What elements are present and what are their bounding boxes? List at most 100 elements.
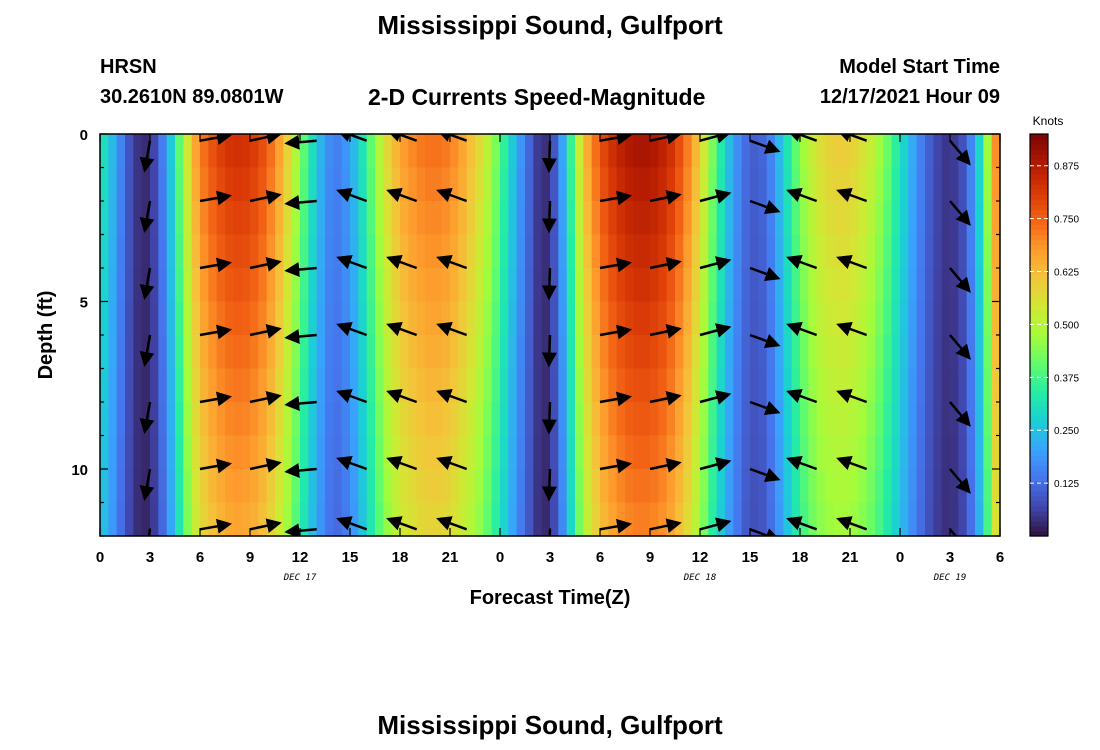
heatmap-cell: [266, 402, 276, 437]
heatmap-cell: [400, 335, 409, 370]
colorbar-segment: [1030, 505, 1048, 512]
current-vector-arrow: [284, 262, 317, 277]
heatmap-cell: [850, 368, 859, 403]
heatmap-cell: [200, 301, 209, 336]
heatmap-cell: [875, 335, 884, 370]
heatmap-cell: [975, 435, 984, 470]
colorbar-tick-label: 0.750: [1054, 215, 1079, 226]
heatmap-cell: [700, 134, 709, 169]
heatmap-cell: [758, 335, 768, 370]
heatmap-cell: [116, 368, 126, 403]
heatmap-cell: [100, 502, 109, 536]
heatmap-cell: [566, 435, 576, 470]
colorbar-segment: [1030, 299, 1048, 306]
heatmap-cell: [316, 335, 326, 370]
heatmap-cell: [966, 234, 976, 269]
heatmap-cell: [566, 368, 576, 403]
heatmap-cell: [950, 234, 959, 269]
heatmap-cell: [183, 201, 193, 236]
heatmap-cell: [208, 402, 218, 437]
heatmap-cell: [891, 134, 901, 169]
heatmap-cell: [275, 469, 284, 504]
heatmap-cell: [941, 234, 951, 269]
heatmap-cell: [716, 402, 726, 437]
heatmap-cell: [700, 234, 709, 269]
heatmap-cell: [250, 201, 259, 236]
current-vector-arrow: [949, 200, 971, 226]
heatmap-cell: [725, 502, 734, 536]
heatmap-cell: [741, 301, 751, 336]
heatmap-cell: [691, 502, 701, 536]
heatmap-cell: [283, 301, 293, 336]
heatmap-cell: [750, 234, 759, 269]
x-tick-label: 6: [596, 549, 604, 566]
heatmap-cell: [833, 469, 843, 504]
heatmap-cell: [358, 402, 368, 437]
heatmap-cell: [908, 201, 918, 236]
heatmap-cell: [275, 435, 284, 470]
heatmap-cell: [466, 134, 476, 169]
current-vector-arrow: [699, 256, 732, 271]
heatmap-cell: [516, 134, 526, 169]
heatmap-cell: [333, 469, 343, 504]
heatmap-cell: [283, 167, 293, 202]
heatmap-cell: [383, 167, 393, 202]
heatmap-cell: [541, 167, 551, 202]
heatmap-cell: [691, 301, 701, 336]
heatmap-cell: [200, 502, 209, 536]
heatmap-cell: [166, 167, 176, 202]
current-vector-arrow: [836, 254, 868, 270]
heatmap-cell: [758, 201, 768, 236]
heatmap-cell: [716, 201, 726, 236]
heatmap-cell: [975, 201, 984, 236]
colorbar-segment: [1030, 385, 1048, 391]
current-vector-arrow: [386, 516, 418, 531]
heatmap-cell: [841, 234, 851, 269]
heatmap-cell: [133, 234, 143, 269]
heatmap-cell: [766, 402, 776, 437]
x-tick-label: 0: [496, 549, 504, 566]
heatmap-cell: [633, 335, 643, 370]
heatmap-cell: [266, 469, 276, 504]
heatmap-cell: [616, 134, 626, 169]
current-vector-arrow: [599, 257, 633, 273]
heatmap-cell: [966, 368, 976, 403]
heatmap-cell: [508, 268, 518, 303]
heatmap-cell: [275, 201, 284, 236]
heatmap-cell: [308, 402, 318, 437]
heatmap-cell: [700, 469, 709, 504]
heatmap-cell: [883, 201, 893, 236]
heatmap-cell: [783, 335, 793, 370]
heatmap-cell: [741, 368, 751, 403]
heatmap-cell: [516, 402, 526, 437]
heatmap-cell: [808, 234, 818, 269]
heatmap-cell: [241, 402, 251, 437]
heatmap-cell: [100, 469, 109, 504]
heatmap-cell: [225, 368, 234, 403]
heatmap-cell: [691, 201, 701, 236]
heatmap-cell: [983, 402, 993, 437]
heatmap-cell: [483, 268, 493, 303]
heatmap-cell: [808, 402, 818, 437]
heatmap-cell: [308, 435, 318, 470]
heatmap-cell: [950, 268, 959, 303]
heatmap-cell: [283, 335, 293, 370]
heatmap-cell: [133, 167, 143, 202]
heatmap-cell: [700, 268, 709, 303]
heatmap-cell: [558, 134, 568, 169]
heatmap-cell: [566, 402, 576, 437]
colorbar-segment: [1030, 520, 1048, 527]
heatmap-cell: [175, 201, 184, 236]
heatmap-cell: [500, 335, 509, 370]
heatmap-cell: [291, 335, 301, 370]
colorbar-segment: [1030, 309, 1048, 316]
heatmap-cell: [883, 502, 893, 536]
heatmap-cell: [450, 502, 459, 536]
heatmap-cell: [225, 402, 234, 437]
heatmap-cell: [258, 502, 268, 536]
heatmap-cell: [425, 502, 434, 536]
heatmap-cell: [150, 201, 159, 236]
heatmap-cell: [316, 435, 326, 470]
heatmap-cell: [966, 469, 976, 504]
current-vector-arrow: [199, 324, 233, 340]
